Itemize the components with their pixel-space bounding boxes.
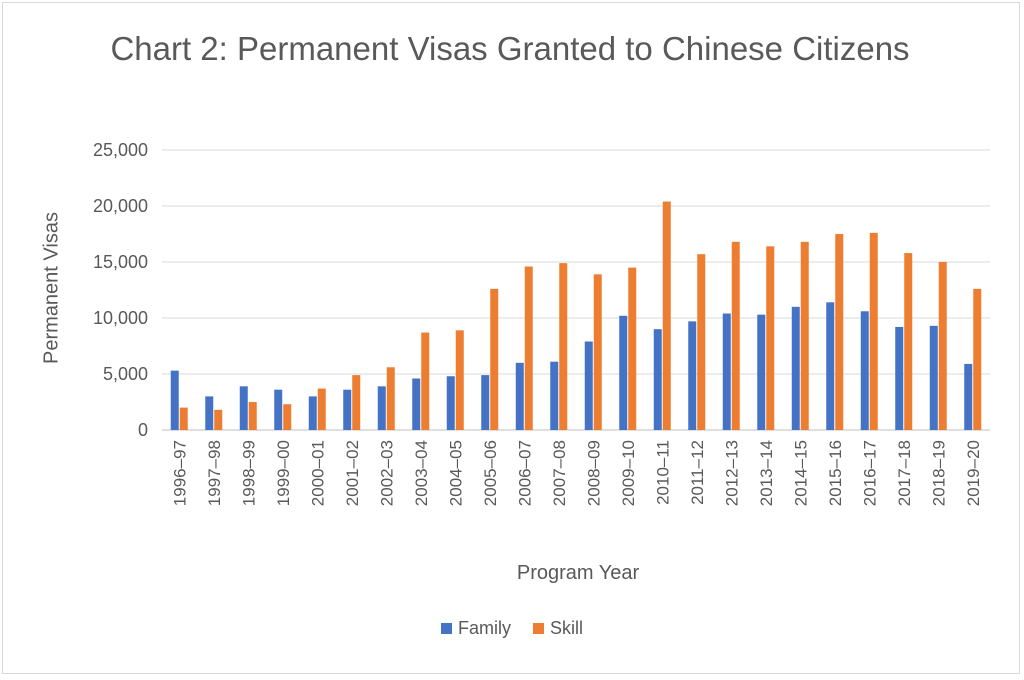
x-tick-label: 2005–06 [481, 440, 500, 506]
bar-family [170, 370, 179, 430]
bar-skill [800, 241, 809, 430]
x-tick-label: 2018–19 [929, 440, 948, 506]
bar-family [860, 311, 869, 430]
bar-family [205, 396, 214, 430]
bar-skill [904, 253, 913, 430]
bar-family [308, 396, 317, 430]
bar-skill [283, 404, 292, 430]
x-tick-label: 2000–01 [308, 440, 327, 506]
bar-family [446, 376, 455, 430]
bar-skill [938, 262, 947, 430]
bar-family [274, 389, 283, 430]
legend-label-skill: Skill [549, 618, 583, 638]
bar-skill [524, 266, 533, 430]
bar-skill [593, 274, 602, 430]
bar-family [619, 315, 628, 430]
x-tick-label: 2014–15 [791, 440, 810, 506]
bar-family [584, 341, 593, 430]
bar-family [412, 378, 421, 430]
x-tick-label: 2008–09 [584, 440, 603, 506]
bar-skill [973, 288, 982, 430]
x-tick-label: 2009–10 [619, 440, 638, 506]
x-tick-label: 1999–00 [274, 440, 293, 506]
bar-family [239, 386, 248, 430]
x-tick-label: 2011–12 [688, 440, 707, 505]
bar-family [688, 321, 697, 430]
y-tick-label: 15,000 [93, 252, 148, 272]
x-tick-label: 1996–97 [170, 440, 189, 506]
x-tick-label: 2019–20 [964, 440, 983, 506]
y-tick-label: 20,000 [93, 196, 148, 216]
legend-item-skill: Skill [532, 618, 583, 639]
bar-skill [559, 263, 568, 430]
x-tick-label: 2007–08 [550, 440, 569, 506]
x-tick-label: 2015–16 [826, 440, 845, 506]
bar-skill [869, 232, 878, 430]
bar-family [826, 302, 835, 430]
bar-family [964, 363, 973, 430]
bar-family [377, 386, 386, 430]
bar-family [343, 389, 352, 430]
legend: Family Skill [0, 618, 1024, 639]
bar-skill [490, 288, 499, 430]
x-tick-label: 2001–02 [343, 440, 362, 506]
y-tick-label: 5,000 [103, 364, 148, 384]
bar-family [929, 325, 938, 430]
bar-skill [662, 201, 671, 430]
bar-family [757, 314, 766, 430]
x-axis-label: Program Year [516, 562, 640, 584]
bar-skill [835, 234, 844, 430]
bar-skill [317, 388, 326, 430]
legend-swatch-skill [532, 623, 544, 634]
x-tick-label: 2013–14 [757, 440, 776, 506]
bar-skill [731, 241, 740, 430]
bar-skill [352, 375, 361, 430]
bar-family [515, 362, 524, 430]
x-tick-label: 1998–99 [239, 440, 258, 506]
x-tick-label: 2016–17 [860, 440, 879, 506]
legend-swatch-family [440, 623, 452, 634]
bar-family [895, 326, 904, 430]
bar-skill [697, 254, 706, 430]
bar-skill [179, 407, 188, 430]
bar-skill [386, 367, 395, 430]
x-tick-label: 2002–03 [377, 440, 396, 506]
bar-skill [628, 267, 637, 430]
bar-skill [455, 330, 464, 430]
legend-label-family: Family [457, 618, 511, 638]
x-tick-label: 2012–13 [722, 440, 741, 506]
x-tick-label: 2006–07 [515, 440, 534, 506]
x-tick-label: 2004–05 [446, 440, 465, 506]
bar-skill [421, 332, 430, 430]
bar-family [550, 361, 559, 430]
legend-item-family: Family [440, 618, 511, 639]
bar-family [722, 313, 731, 430]
y-tick-label: 25,000 [93, 140, 148, 160]
bar-family [481, 375, 490, 430]
x-tick-label: 2010–11 [653, 440, 672, 505]
bar-family [653, 329, 662, 430]
x-tick-label: 2017–18 [895, 440, 914, 506]
x-tick-label: 1997–98 [205, 440, 224, 506]
y-tick-label: 0 [138, 420, 148, 440]
chart-title: Chart 2: Permanent Visas Granted to Chin… [110, 30, 910, 67]
bar-skill [214, 409, 223, 430]
y-tick-label: 10,000 [93, 308, 148, 328]
bar-skill [766, 246, 775, 430]
bar-family [791, 306, 800, 430]
x-tick-label: 2003–04 [412, 440, 431, 506]
bar-skill [248, 402, 257, 430]
